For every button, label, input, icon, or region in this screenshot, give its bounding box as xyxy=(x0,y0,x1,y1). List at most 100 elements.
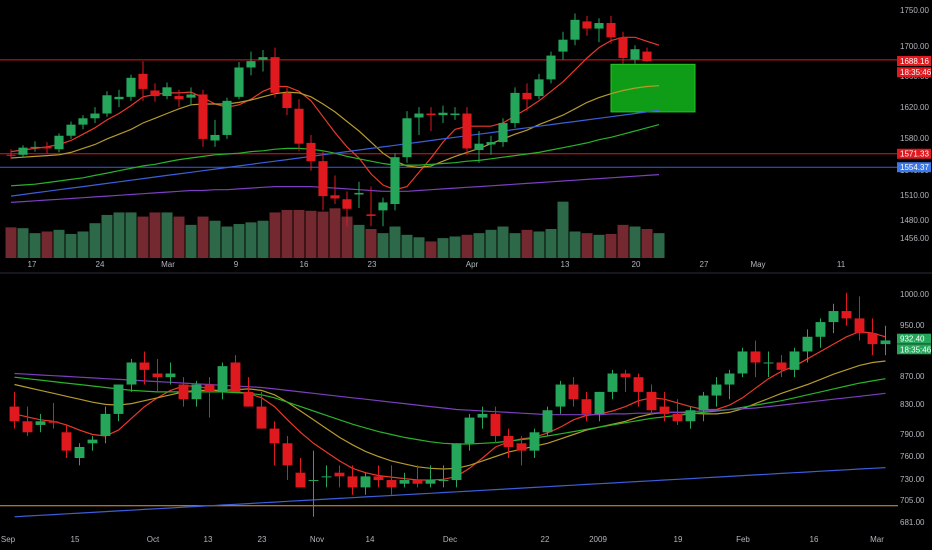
candle-body xyxy=(750,351,761,363)
volume-bar xyxy=(173,216,185,258)
candle-body xyxy=(246,61,256,68)
x-axis-tick-label: 20 xyxy=(632,260,641,269)
candle-body xyxy=(522,92,532,100)
candle-body xyxy=(174,96,184,100)
y-axis-tick-label: 681.00 xyxy=(900,518,925,527)
volume-bar xyxy=(137,216,149,258)
moving-average-line xyxy=(10,85,660,169)
candle-body xyxy=(412,480,423,484)
volume-bar xyxy=(641,229,653,258)
volume-bar xyxy=(233,224,245,258)
x-axis-tick-label: May xyxy=(750,260,765,269)
y-axis-tick-label: 1620.00 xyxy=(900,103,929,112)
x-axis-tick-label: Feb xyxy=(736,535,750,544)
candle-body xyxy=(74,446,85,458)
price-tag-label: 1571.33 xyxy=(900,150,929,159)
moving-average-line xyxy=(14,376,886,445)
candle-body xyxy=(269,428,280,444)
x-axis-tick-label: 23 xyxy=(368,260,377,269)
x-axis-tick-label: 9 xyxy=(234,260,239,269)
bottom-price-panel[interactable]: 1000.00 950.00 870.00 830.00 790.00 760.00 730… xyxy=(0,290,932,544)
volume-bar xyxy=(569,231,581,258)
candle-body xyxy=(516,443,527,451)
y-axis-tick-label: 830.00 xyxy=(900,400,925,409)
volume-bar xyxy=(509,233,521,258)
candle-body xyxy=(582,21,592,29)
moving-average-line xyxy=(10,36,660,191)
candle-body xyxy=(546,55,556,80)
target-zone-box xyxy=(610,63,696,113)
x-axis-tick-label: 16 xyxy=(810,535,819,544)
x-axis-tick-label: 13 xyxy=(204,535,213,544)
candle-body xyxy=(308,480,319,482)
candle-body xyxy=(330,195,340,199)
volume-bar xyxy=(281,209,293,258)
volume-bar xyxy=(521,229,533,258)
volume-bar xyxy=(113,212,125,258)
y-axis-tick-label: 760.00 xyxy=(900,452,925,461)
candle-body xyxy=(217,366,228,392)
candle-body xyxy=(880,340,891,345)
candle-body xyxy=(477,413,488,418)
volume-bar xyxy=(353,224,365,258)
candle-body xyxy=(347,476,358,488)
top-price-panel[interactable]: 1750.001700.001660.001620.001580.001540.… xyxy=(0,6,932,269)
x-axis-tick-label: 24 xyxy=(96,260,105,269)
candle-body xyxy=(282,92,292,108)
volume-bar xyxy=(653,233,665,258)
candle-body xyxy=(191,384,202,400)
x-axis-tick-label: 15 xyxy=(71,535,80,544)
volume-bar xyxy=(161,212,173,258)
candle-body xyxy=(354,192,364,195)
candle-body xyxy=(186,94,196,98)
y-axis-tick-label: 870.00 xyxy=(900,372,925,381)
candle-body xyxy=(498,123,508,143)
x-axis-tick-label: Mar xyxy=(161,260,175,269)
moving-average-line xyxy=(14,330,886,481)
price-tag-box xyxy=(897,67,931,78)
x-axis-tick-label: 22 xyxy=(541,535,550,544)
volume-bar xyxy=(185,224,197,258)
candle-body xyxy=(294,108,304,144)
candle-body xyxy=(438,112,448,116)
candle-body xyxy=(162,87,172,97)
candle-body xyxy=(776,362,787,370)
candle-body xyxy=(150,90,160,97)
candle-body xyxy=(386,480,397,488)
candle-body xyxy=(642,51,652,62)
x-axis-tick-label: Mar xyxy=(870,535,884,544)
volume-bar xyxy=(269,212,281,258)
x-axis-tick-label: 2009 xyxy=(589,535,607,544)
volume-bar xyxy=(413,237,425,258)
x-axis-tick-label: 11 xyxy=(837,260,846,269)
candle-body xyxy=(258,57,268,60)
volume-bar xyxy=(209,220,221,258)
candle-body xyxy=(464,417,475,444)
candle-body xyxy=(210,134,220,141)
candle-body xyxy=(35,421,46,425)
candle-body xyxy=(113,384,124,414)
volume-bar xyxy=(41,231,53,258)
volume-bar xyxy=(197,216,209,258)
candle-body xyxy=(42,146,52,149)
candle-body xyxy=(100,413,111,436)
volume-bar xyxy=(425,241,437,258)
volume-bar xyxy=(101,214,113,258)
x-axis-tick-label: Dec xyxy=(443,535,457,544)
candle-body xyxy=(426,113,436,116)
candle-body xyxy=(594,23,604,29)
candle-body xyxy=(633,377,644,392)
candle-body xyxy=(54,135,64,150)
candle-body xyxy=(222,100,232,135)
candle-body xyxy=(659,406,670,414)
candle-body xyxy=(295,472,306,488)
candle-body xyxy=(570,19,580,40)
price-tag-box xyxy=(897,162,931,173)
x-axis-tick-label: 16 xyxy=(300,260,309,269)
volume-bar xyxy=(5,227,17,258)
candle-body xyxy=(204,384,215,392)
candle-body xyxy=(402,118,412,158)
price-tag-label: 1554.37 xyxy=(900,163,929,172)
volume-bar xyxy=(317,211,329,258)
